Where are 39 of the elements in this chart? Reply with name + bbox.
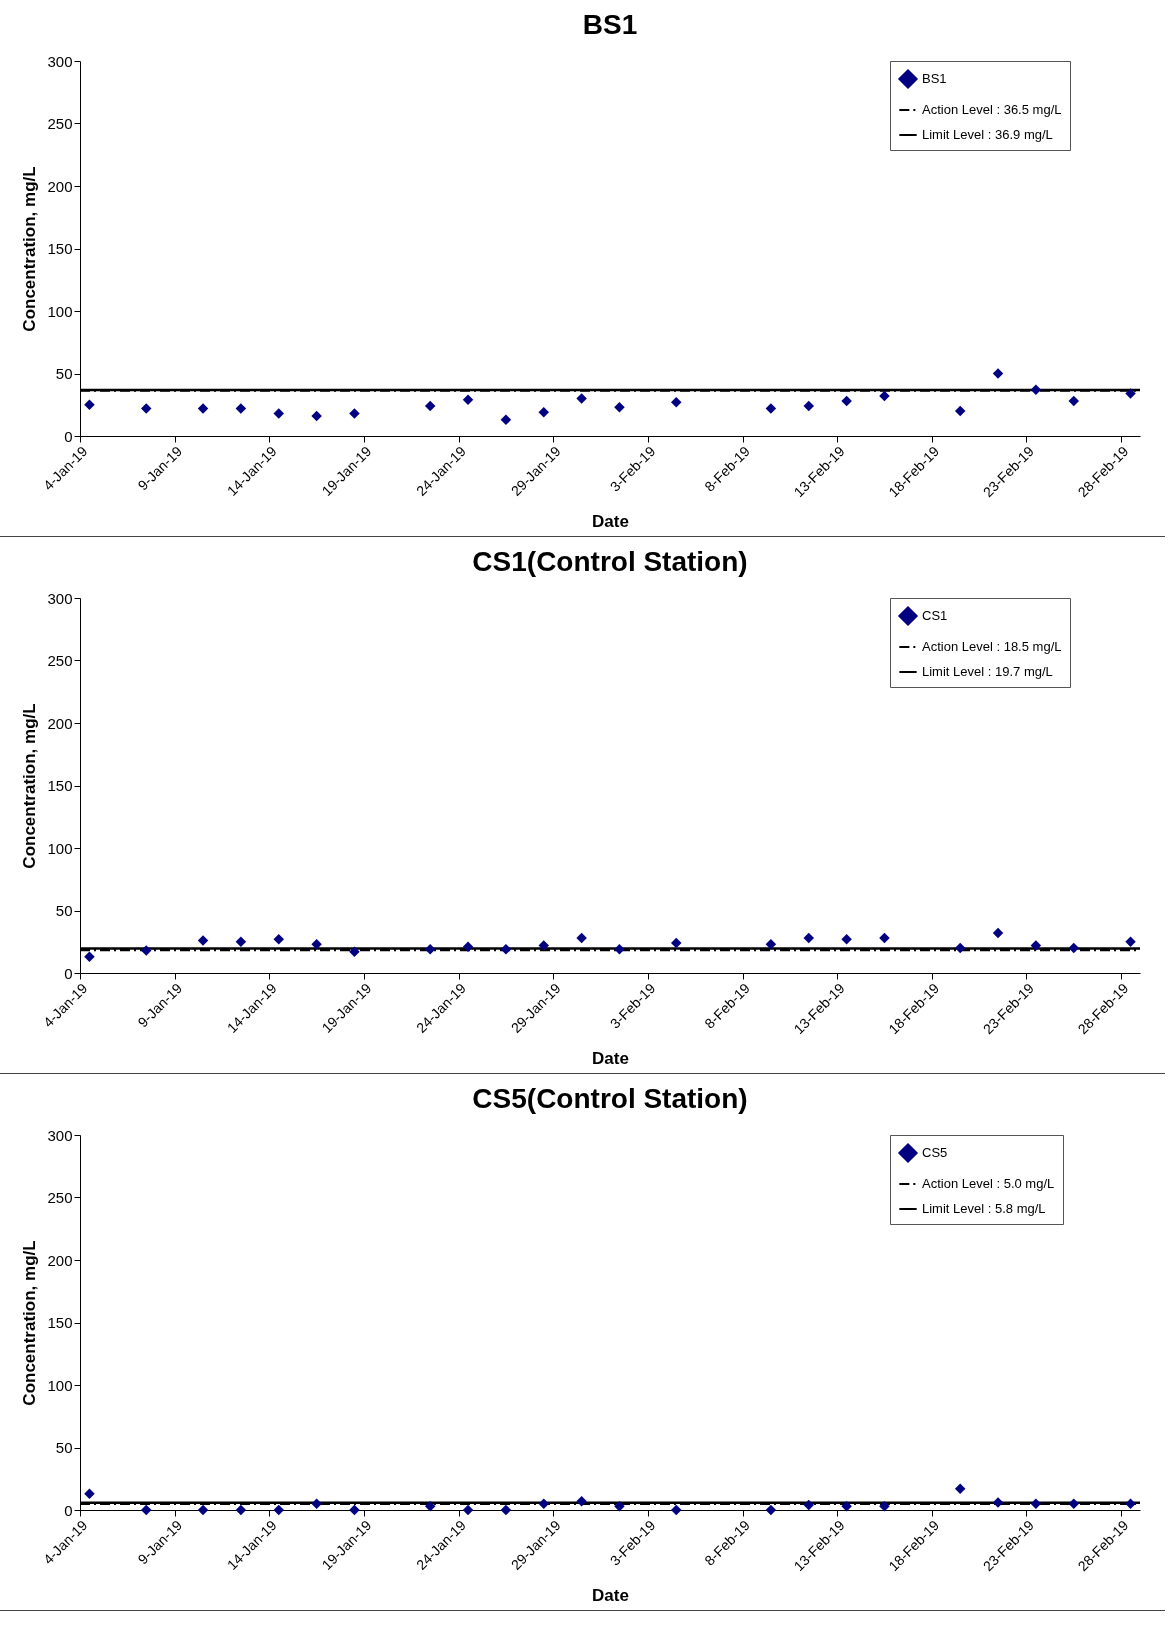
y-tick-label: 0 xyxy=(64,1501,73,1519)
y-tick-label: 0 xyxy=(64,964,73,982)
legend-label: CS1 xyxy=(922,608,948,623)
legend-label: Limit Level : 5.8 mg/L xyxy=(922,1201,1046,1216)
y-tick-label: 100 xyxy=(47,1376,73,1394)
legend-label: CS5 xyxy=(922,1145,948,1160)
x-axis-title: Date xyxy=(592,512,629,532)
x-axis-title: Date xyxy=(592,1586,629,1606)
y-tick-label: 250 xyxy=(47,1189,73,1206)
y-tick-label: 250 xyxy=(47,652,73,669)
chart-title: CS5(Control Station) xyxy=(472,1083,748,1114)
legend-label: Action Level : 36.5 mg/L xyxy=(922,102,1062,117)
legend-label: Action Level : 18.5 mg/L xyxy=(922,639,1062,654)
y-tick-label: 300 xyxy=(47,1126,73,1144)
y-tick-label: 50 xyxy=(55,1439,73,1456)
y-tick-label: 200 xyxy=(47,1251,73,1269)
y-axis-title: Concentration, mg/L xyxy=(20,166,40,332)
chart-title: CS1(Control Station) xyxy=(472,546,748,577)
legend-label: Limit Level : 19.7 mg/L xyxy=(922,664,1053,679)
y-tick-label: 300 xyxy=(47,589,73,607)
chart-title: BS1 xyxy=(582,9,638,40)
legend-label: Action Level : 5.0 mg/L xyxy=(922,1176,1055,1191)
y-tick-label: 100 xyxy=(47,839,73,857)
y-tick-label: 250 xyxy=(47,115,73,132)
legend-label: Limit Level : 36.9 mg/L xyxy=(922,127,1053,142)
legend-label: BS1 xyxy=(922,71,947,86)
y-axis-title: Concentration, mg/L xyxy=(20,1240,40,1406)
y-axis-title: Concentration, mg/L xyxy=(20,703,40,869)
y-tick-label: 0 xyxy=(64,427,73,445)
y-tick-label: 200 xyxy=(47,714,73,732)
y-tick-label: 150 xyxy=(47,777,73,794)
y-tick-label: 200 xyxy=(47,177,73,195)
y-tick-label: 150 xyxy=(47,240,73,257)
y-tick-label: 100 xyxy=(47,302,73,320)
y-tick-label: 150 xyxy=(47,1314,73,1331)
y-tick-label: 50 xyxy=(55,902,73,919)
y-tick-label: 300 xyxy=(47,52,73,70)
x-axis-title: Date xyxy=(592,1049,629,1069)
y-tick-label: 50 xyxy=(55,365,73,382)
